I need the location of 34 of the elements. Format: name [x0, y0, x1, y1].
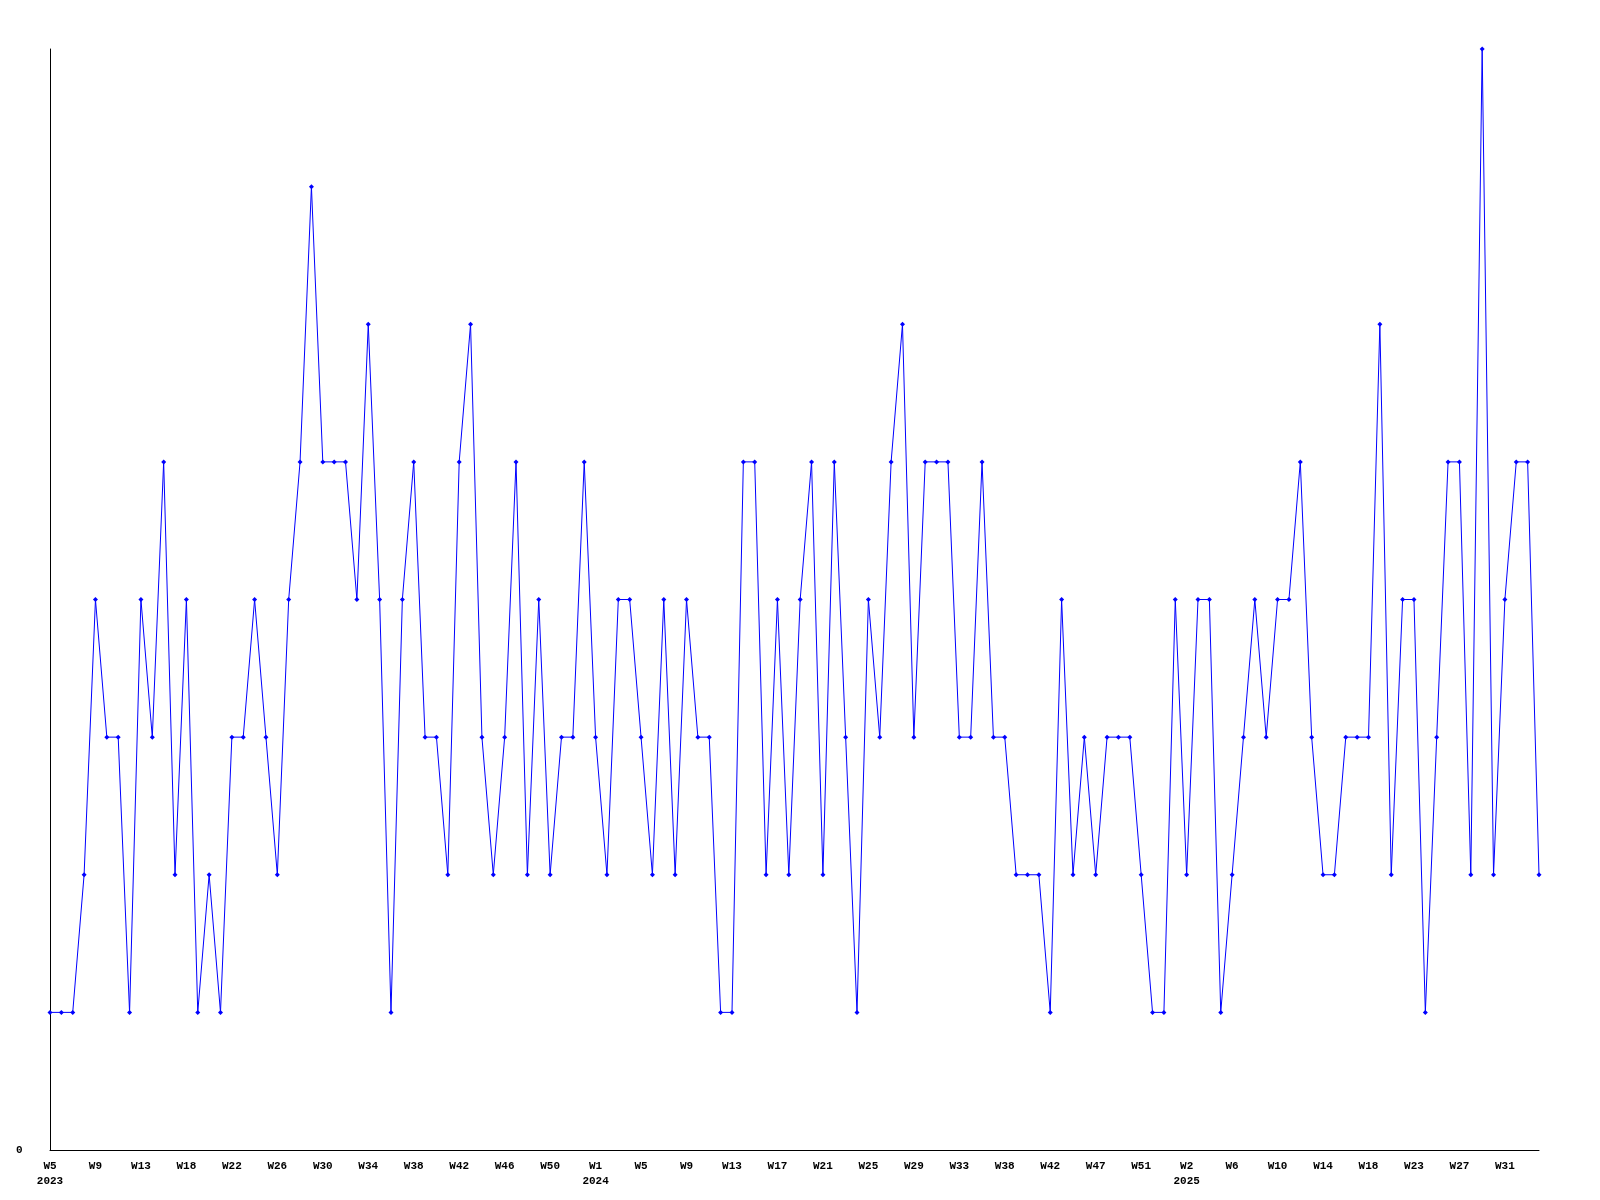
x-tick-label: W22	[221, 1159, 242, 1172]
x-tick-label: W5	[634, 1159, 649, 1172]
x-tick-label: W5 2023	[36, 1159, 64, 1187]
x-tick-label: W23	[1404, 1159, 1425, 1172]
x-tick-label: W17	[767, 1159, 788, 1172]
x-tick-label: W42	[449, 1159, 470, 1172]
x-tick-label: W51	[1131, 1159, 1152, 1172]
x-tick-label: W50	[540, 1159, 561, 1172]
x-tick-label: W34	[358, 1159, 379, 1172]
x-tick-label: W21	[813, 1159, 834, 1172]
x-tick-label: W30	[312, 1159, 333, 1172]
x-tick-label: W26	[267, 1159, 288, 1172]
x-tick-label: W13	[131, 1159, 152, 1172]
x-tick-label: W9	[88, 1159, 103, 1172]
x-tick-label: W42	[1040, 1159, 1061, 1172]
text: 0	[16, 1143, 23, 1156]
x-tick-label: W47	[1085, 1159, 1106, 1172]
x-tick-label: W14	[1313, 1159, 1334, 1172]
x-tick-label: W27	[1449, 1159, 1470, 1172]
x-tick-label: W29	[903, 1159, 924, 1172]
x-tick-label: W10	[1267, 1159, 1288, 1172]
x-tick-label: W31	[1494, 1159, 1516, 1172]
x-tick-label: W6	[1225, 1159, 1239, 1172]
x-tick-label: W18	[176, 1159, 197, 1172]
x-tick-label: W38	[994, 1159, 1016, 1172]
x-tick-label: W33	[949, 1159, 970, 1172]
x-tick-label: W46	[494, 1159, 515, 1172]
x-tick-label: W1 2024	[582, 1159, 610, 1187]
x-tick-label: W9	[679, 1159, 694, 1172]
x-tick-label: W38	[403, 1159, 425, 1172]
x-tick-label: W13	[722, 1159, 743, 1172]
x-tick-label: W25	[858, 1159, 879, 1172]
x-tick-label: W2 2025	[1173, 1159, 1201, 1187]
x-tick-label: W18	[1358, 1159, 1379, 1172]
